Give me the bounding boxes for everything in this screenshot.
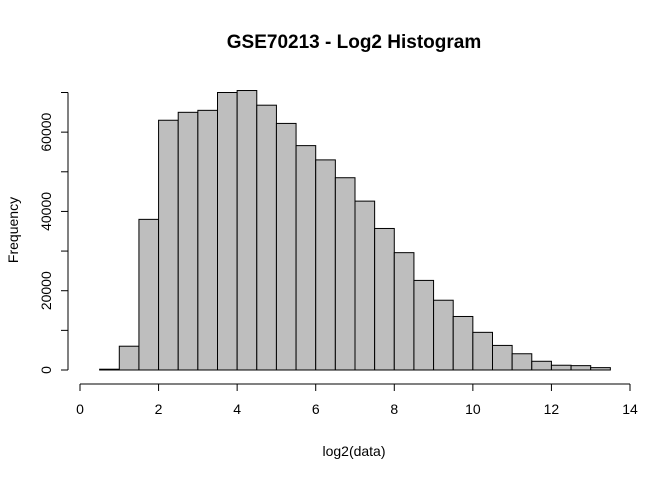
histogram-bar-19 [472,331,493,371]
histogram-bar-3 [158,119,179,371]
y-tick-label-0: 0 [38,366,54,374]
histogram-bar-12 [334,177,356,371]
histogram-bar-17 [433,299,454,371]
histogram-bar-20 [492,344,513,371]
histogram-bar-0 [99,368,120,371]
x-tick-label-5: 10 [465,401,481,417]
histogram-bar-7 [236,90,258,371]
histogram-bar-9 [275,122,297,371]
x-tick-label-7: 14 [622,401,638,417]
histogram-bar-23 [550,364,572,371]
histogram-bar-13 [354,200,376,371]
x-tick-label-2: 4 [233,401,241,417]
x-tick-label-4: 8 [390,401,398,417]
histogram-bar-1 [118,345,140,371]
x-tick-label-3: 6 [312,401,320,417]
x-axis-label: log2(data) [322,443,385,459]
histogram-bar-4 [177,111,199,371]
histogram-bar-11 [315,159,336,371]
y-axis: 0 20000 40000 60000 [38,92,69,374]
y-axis-label: Frequency [5,197,21,263]
chart-title: GSE70213 - Log2 Histogram [227,32,481,53]
x-tick-label-6: 12 [544,401,560,417]
x-tick-label-1: 2 [155,401,163,417]
histogram-bar-6 [217,92,238,371]
histogram-bar-2 [138,218,160,371]
histogram-bar-21 [511,353,533,371]
histogram-bar-22 [531,360,552,371]
histogram-bar-15 [393,252,415,371]
y-tick-label-1: 20000 [38,271,54,310]
histogram-bar-18 [452,315,474,371]
bars-group [99,90,611,371]
histogram-bar-24 [570,365,592,371]
y-tick-label-2: 40000 [38,192,54,231]
histogram-bar-25 [590,367,611,371]
histogram-bar-5 [197,109,218,371]
x-axis: 0 2 4 6 8 10 12 14 [76,383,638,417]
y-tick-label-3: 60000 [38,112,54,151]
histogram-bar-16 [413,279,435,371]
histogram-bar-10 [295,145,317,371]
x-tick-label-0: 0 [76,401,84,417]
histogram-bar-8 [256,104,277,371]
histogram-bar-14 [374,227,395,371]
